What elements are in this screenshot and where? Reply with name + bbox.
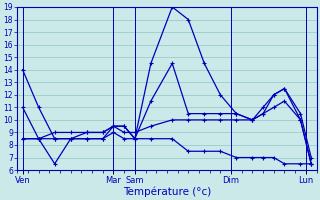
X-axis label: Température (°c): Température (°c) [123,186,211,197]
